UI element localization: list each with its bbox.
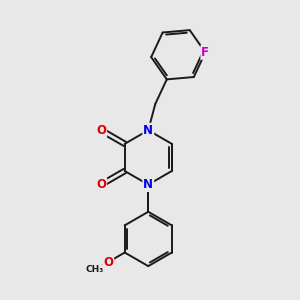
Text: CH₃: CH₃	[85, 266, 104, 274]
Text: O: O	[103, 256, 113, 268]
Text: O: O	[96, 124, 106, 137]
Text: O: O	[96, 178, 106, 191]
Text: F: F	[201, 46, 209, 59]
Text: N: N	[143, 124, 153, 137]
Text: N: N	[143, 178, 153, 191]
